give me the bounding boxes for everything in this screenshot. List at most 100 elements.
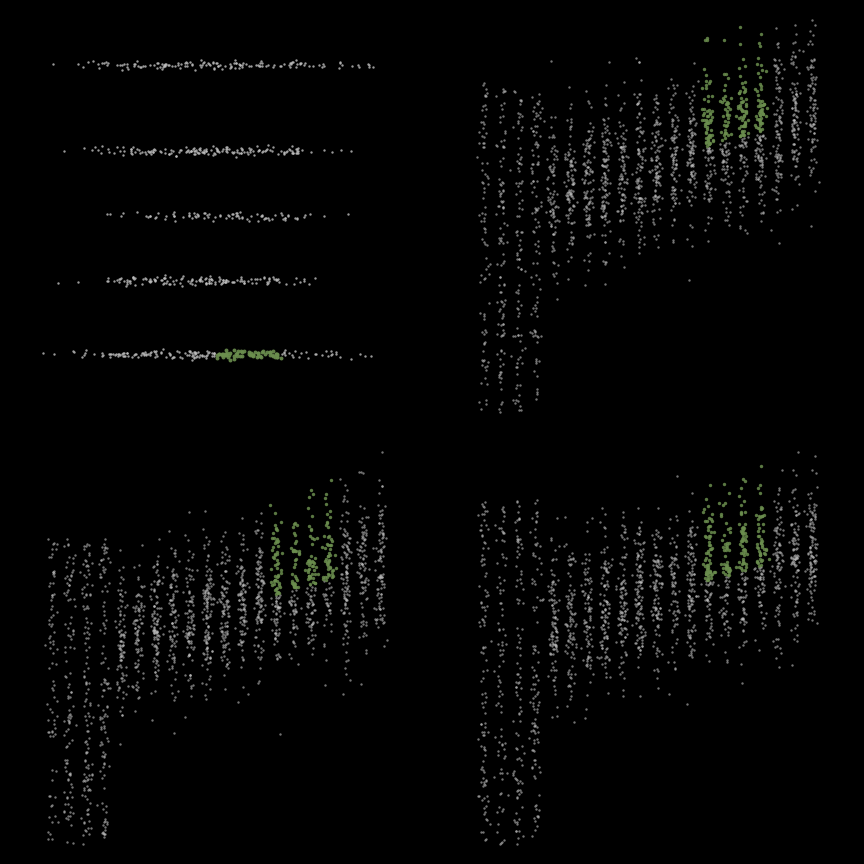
Point bbox=[200, 599, 213, 613]
Point bbox=[273, 59, 287, 73]
Point bbox=[528, 326, 542, 340]
Point bbox=[289, 54, 303, 67]
Point bbox=[648, 189, 662, 203]
Point bbox=[85, 772, 98, 785]
Point bbox=[492, 199, 505, 213]
Point bbox=[270, 272, 283, 286]
Point bbox=[722, 562, 736, 575]
Point bbox=[563, 597, 577, 611]
Point bbox=[632, 129, 646, 143]
Point bbox=[100, 271, 114, 285]
Point bbox=[630, 610, 644, 624]
Point bbox=[477, 777, 491, 791]
Point bbox=[181, 634, 195, 648]
Point bbox=[613, 119, 627, 133]
Point bbox=[715, 608, 729, 622]
Point bbox=[184, 615, 198, 629]
Point bbox=[60, 757, 73, 771]
Point bbox=[564, 119, 578, 133]
Point bbox=[634, 73, 648, 86]
Point bbox=[806, 518, 820, 531]
Point bbox=[768, 59, 782, 73]
Point bbox=[771, 579, 785, 593]
Point bbox=[524, 325, 537, 339]
Point bbox=[804, 67, 817, 81]
Point bbox=[614, 172, 628, 186]
Point bbox=[308, 581, 322, 595]
Point bbox=[648, 555, 662, 569]
Point bbox=[568, 555, 581, 569]
Point bbox=[203, 58, 217, 72]
Point bbox=[600, 564, 613, 578]
Point bbox=[708, 166, 721, 180]
Point bbox=[650, 559, 664, 573]
Point bbox=[219, 347, 232, 361]
Point bbox=[78, 694, 92, 708]
Point bbox=[368, 612, 382, 626]
Point bbox=[632, 87, 646, 101]
Point bbox=[130, 619, 144, 633]
Point bbox=[198, 625, 212, 638]
Point bbox=[129, 604, 143, 618]
Point bbox=[684, 594, 698, 608]
Point bbox=[479, 569, 492, 583]
Point bbox=[270, 273, 283, 287]
Point bbox=[270, 615, 284, 629]
Point bbox=[774, 168, 788, 181]
Point bbox=[180, 561, 194, 575]
Point bbox=[270, 521, 283, 535]
Point bbox=[251, 609, 264, 623]
Point bbox=[222, 143, 236, 156]
Point bbox=[638, 142, 651, 156]
Point bbox=[791, 445, 805, 459]
Point bbox=[791, 550, 804, 563]
Point bbox=[615, 612, 629, 626]
Point bbox=[630, 97, 644, 111]
Point bbox=[772, 556, 785, 570]
Point bbox=[578, 144, 592, 158]
Point bbox=[748, 581, 762, 595]
Point bbox=[250, 613, 264, 627]
Point bbox=[580, 84, 594, 98]
Point bbox=[652, 628, 666, 642]
Point bbox=[79, 692, 93, 706]
Point bbox=[61, 810, 75, 823]
Point bbox=[375, 516, 389, 530]
Point bbox=[304, 589, 318, 603]
Point bbox=[297, 211, 311, 225]
Point bbox=[302, 637, 315, 651]
Point bbox=[663, 536, 677, 550]
Point bbox=[211, 144, 225, 158]
Point bbox=[720, 165, 734, 179]
Point bbox=[739, 117, 753, 130]
Point bbox=[716, 173, 730, 187]
Point bbox=[637, 622, 651, 636]
Point bbox=[581, 588, 594, 602]
Point bbox=[597, 580, 611, 594]
Point bbox=[628, 592, 642, 606]
Point bbox=[270, 634, 284, 648]
Point bbox=[162, 346, 176, 360]
Point bbox=[141, 347, 155, 361]
Point bbox=[186, 607, 200, 621]
Point bbox=[804, 486, 818, 499]
Point bbox=[148, 599, 162, 613]
Point bbox=[493, 177, 507, 191]
Point bbox=[599, 160, 613, 174]
Point bbox=[117, 619, 130, 632]
Point bbox=[578, 600, 592, 614]
Point bbox=[580, 638, 594, 652]
Point bbox=[219, 595, 233, 609]
Point bbox=[733, 615, 746, 629]
Point bbox=[736, 594, 750, 608]
Point bbox=[651, 501, 664, 515]
Point bbox=[251, 568, 264, 581]
Point bbox=[545, 656, 559, 670]
Point bbox=[495, 524, 509, 537]
Point bbox=[111, 272, 125, 286]
Point bbox=[528, 213, 542, 226]
Point bbox=[665, 556, 679, 569]
Point bbox=[769, 193, 783, 206]
Point bbox=[788, 35, 802, 48]
Point bbox=[58, 753, 72, 767]
